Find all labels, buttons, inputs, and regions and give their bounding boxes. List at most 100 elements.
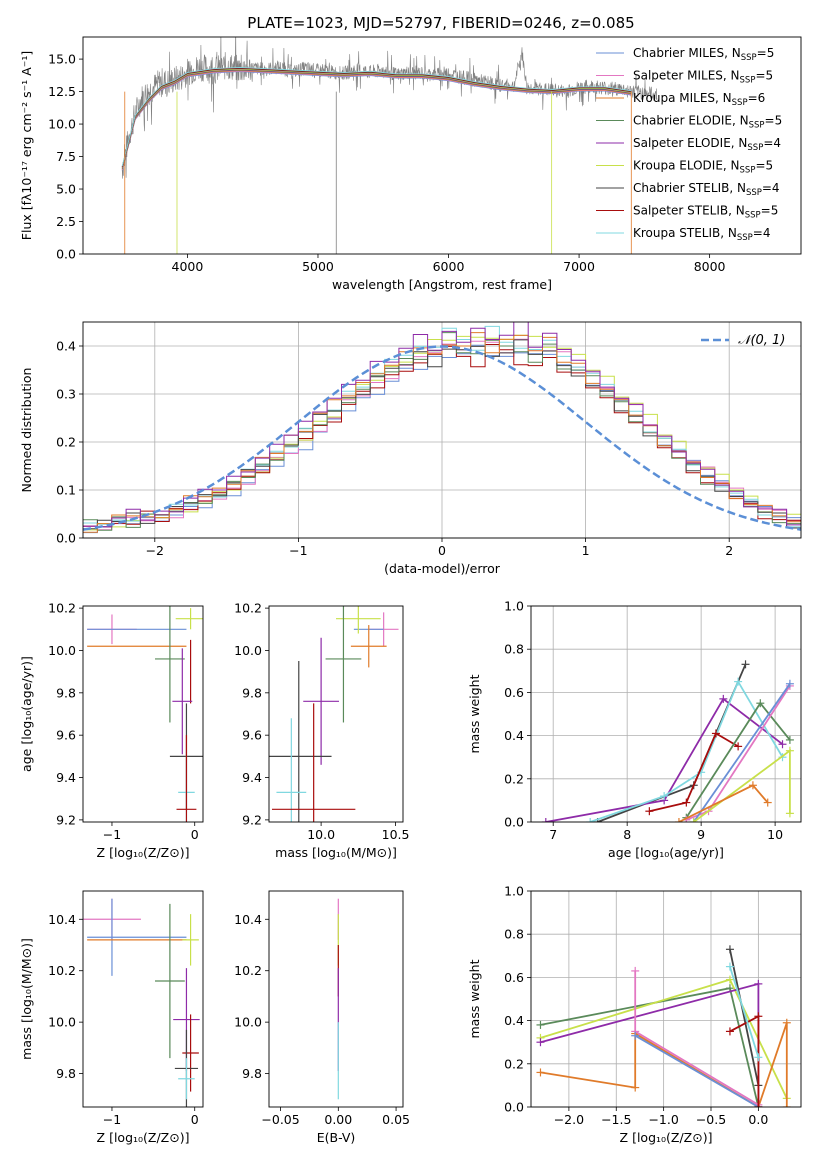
y-tick-label: 0.6 xyxy=(504,685,524,700)
weight-line xyxy=(597,663,747,822)
x-axis-label: wavelength [Angstrom, rest frame] xyxy=(332,277,552,292)
y-tick-label: 0.8 xyxy=(504,927,524,942)
y-tick-label: 9.4 xyxy=(56,770,76,785)
y-axis-label: Normed distribution xyxy=(19,368,34,493)
data-point xyxy=(155,903,185,1059)
y-tick-label: 10.0 xyxy=(48,643,76,658)
legend-subscript: SSP xyxy=(732,98,748,108)
y-tick-label: 0.2 xyxy=(504,771,524,786)
legend-count: =4 xyxy=(762,181,780,195)
data-point xyxy=(325,606,362,723)
plot-area xyxy=(83,322,801,534)
y-tick-label: 2.5 xyxy=(56,214,76,229)
x-tick-label: 9 xyxy=(697,827,705,842)
data-point xyxy=(175,608,203,630)
x-tick-label: −1 xyxy=(103,827,121,842)
model-line xyxy=(121,67,632,167)
y-tick-label: 9.8 xyxy=(242,685,262,700)
y-tick-label: 0.6 xyxy=(504,970,524,985)
y-tick-label: 1.0 xyxy=(504,599,524,614)
x-tick-label: 8 xyxy=(623,827,631,842)
weight-line xyxy=(540,1022,788,1107)
x-tick-label: −0.5 xyxy=(696,1112,726,1127)
axes-frame xyxy=(82,890,204,1108)
x-axis-label: Z [log₁₀(Z/Z⊙)] xyxy=(97,1130,190,1145)
y-axis-label: mass [log₁₀(M/M⊙)] xyxy=(19,938,34,1060)
x-tick-label: −1 xyxy=(289,543,307,558)
legend-subscript: SSP xyxy=(746,188,762,198)
weight-line xyxy=(545,697,784,822)
x-tick-label: 0 xyxy=(438,543,446,558)
legend-count: =4 xyxy=(753,226,771,240)
x-tick-label: −1.0 xyxy=(648,1112,678,1127)
axes-frame xyxy=(268,890,404,1108)
model-line xyxy=(121,70,632,170)
plot-area xyxy=(121,37,658,254)
x-axis-label: age [log₁₀(age/yr)] xyxy=(608,845,724,860)
y-tick-label: 10.2 xyxy=(48,601,76,616)
x-tick-label: 0 xyxy=(191,827,199,842)
legend-entry: Kroupa MILES, NSSP=6 xyxy=(633,91,765,108)
y-tick-label: 10.0 xyxy=(48,117,76,132)
legend-count: =5 xyxy=(755,69,773,83)
x-tick-label: 2 xyxy=(725,543,733,558)
plot-area xyxy=(269,606,399,822)
data-point xyxy=(271,703,356,822)
x-tick-label: 0 xyxy=(191,1112,199,1127)
panel-age_vs_mass: 10.0 10.5 9.2 9.4 9.6 9.8 10.0 10.2 mass [log₁₀(… xyxy=(234,601,409,860)
legend-entry: Kroupa STELIB, NSSP=4 xyxy=(633,226,771,243)
x-tick-label: −1 xyxy=(103,1112,121,1127)
x-tick-label: 7 xyxy=(549,827,557,842)
y-tick-label: 0.3 xyxy=(56,387,76,402)
y-tick-label: 9.2 xyxy=(56,812,76,827)
y-tick-label: 15.0 xyxy=(48,52,76,67)
legend-subscript: SSP xyxy=(747,143,763,153)
y-tick-label: 9.8 xyxy=(56,1066,76,1081)
legend-count: =5 xyxy=(757,46,775,60)
y-tick-label: 9.8 xyxy=(242,1066,262,1081)
axes-frame xyxy=(268,605,404,823)
axes-frame xyxy=(82,605,204,823)
y-tick-label: 0.2 xyxy=(56,435,76,450)
legend-subscript: SSP xyxy=(745,211,761,221)
legend-count: =5 xyxy=(761,204,779,218)
legend-entry: Salpeter STELIB, NSSP=5 xyxy=(633,204,778,221)
y-tick-label: 9.2 xyxy=(242,812,262,827)
weight-line xyxy=(649,732,739,813)
x-tick-label: 0.00 xyxy=(324,1112,352,1127)
panel-age_vs_Z: −1 0 9.2 9.4 9.6 9.8 10.0 10.2 Z [log₁₀(Z/Z⊙)] ag… xyxy=(19,601,204,860)
x-tick-label: 10.0 xyxy=(307,827,335,842)
y-tick-label: 9.4 xyxy=(242,770,262,785)
y-tick-label: 0.0 xyxy=(56,531,76,546)
x-tick-label: 7000 xyxy=(563,259,595,274)
y-tick-label: 0.1 xyxy=(56,483,76,498)
legend-subscript: SSP xyxy=(740,166,756,176)
legend-count: =6 xyxy=(748,91,766,105)
y-tick-label: 9.8 xyxy=(56,685,76,700)
weight-line xyxy=(729,949,760,1086)
y-tick-label: 0.4 xyxy=(56,339,76,354)
y-tick-label: 1.0 xyxy=(504,884,524,899)
panel-mass_vs_EBV: −0.05 0.00 0.05 9.8 10.0 10.2 10.4 E(B-V) xyxy=(234,890,410,1145)
axes-frame xyxy=(82,36,802,255)
y-tick-label: 9.6 xyxy=(56,728,76,743)
y-tick-label: 0.0 xyxy=(504,1100,524,1115)
x-tick-label: 4000 xyxy=(172,259,204,274)
model-line xyxy=(121,69,632,169)
y-axis-label: mass weight xyxy=(467,959,482,1038)
y-tick-label: 10.2 xyxy=(234,601,262,616)
data-point xyxy=(155,606,185,723)
model-line xyxy=(121,66,632,167)
legend-entry: Kroupa ELODIE, NSSP=5 xyxy=(633,159,773,176)
x-tick-label: 1 xyxy=(582,543,590,558)
data-point xyxy=(182,914,199,966)
axes-frame xyxy=(530,605,802,823)
weight-line xyxy=(729,966,760,1058)
y-axis-label: mass weight xyxy=(467,674,482,753)
y-tick-label: 5.0 xyxy=(56,182,76,197)
legend-entry: Chabrier MILES, NSSP=5 xyxy=(633,46,774,63)
data-point xyxy=(276,718,307,822)
panel-spectrum: 4000 5000 6000 7000 8000 0.0 2.5 5.0 7.5 10.0 12.5… xyxy=(19,36,802,292)
observed-spectrum xyxy=(121,37,658,179)
